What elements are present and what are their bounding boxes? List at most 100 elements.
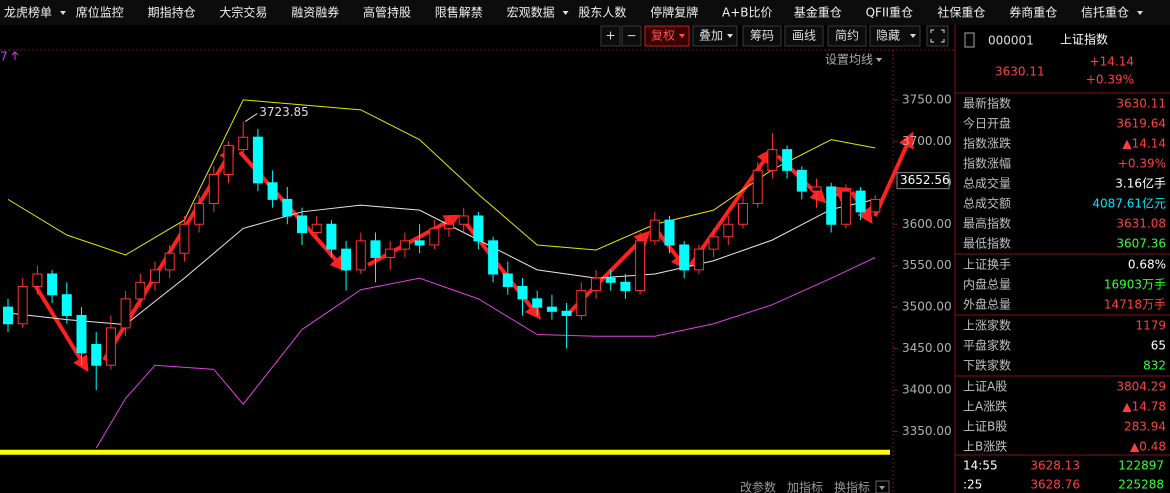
toolbar-label: 叠加	[699, 29, 723, 43]
candle-body	[61, 294, 72, 316]
candle-body	[870, 198, 881, 213]
menu-item[interactable]: A+B比价	[722, 6, 773, 20]
menu-item[interactable]: 大宗交易	[219, 5, 267, 20]
y-tick-label: 3700.00	[902, 134, 952, 148]
candle-body	[105, 327, 116, 366]
toolbar-button[interactable]	[869, 25, 921, 47]
candle-body	[3, 306, 13, 325]
row-value: 65	[1151, 339, 1166, 353]
dropdown-icon	[910, 34, 916, 38]
menu-item[interactable]: 席位监控	[76, 5, 124, 20]
trade-price: 3628.76	[1030, 478, 1080, 492]
candle-body	[576, 290, 587, 316]
bottom-button[interactable]: 加指标	[787, 480, 823, 493]
menu-item[interactable]: 基金重仓	[794, 5, 842, 20]
bottom-dropdown[interactable]	[875, 480, 890, 493]
candle-body	[664, 219, 675, 246]
candle-body	[355, 240, 366, 271]
bottom-button[interactable]: 改参数	[740, 480, 776, 493]
bottom-button[interactable]: 换指标	[834, 480, 870, 493]
candle-body	[693, 248, 704, 271]
row-value: 832	[1143, 359, 1166, 373]
marker-label: 7	[0, 50, 8, 64]
toolbar-label: 复权	[651, 29, 675, 43]
candle-body	[620, 281, 631, 292]
candle-body	[150, 269, 160, 283]
candle-body	[164, 252, 175, 271]
candle-body	[252, 136, 263, 184]
row-value: 14718万手	[1104, 298, 1166, 312]
candle-body	[546, 306, 557, 312]
menu-item[interactable]: 融资融券	[291, 5, 339, 20]
trade-price: 3628.13	[1030, 459, 1080, 473]
toolbar-button[interactable]	[644, 25, 690, 47]
toolbar-button[interactable]	[621, 25, 642, 47]
candle-body	[649, 219, 660, 242]
panel-icon	[964, 32, 975, 48]
y-tick-label: 3400.00	[902, 383, 952, 397]
dropdown-icon	[60, 11, 66, 15]
row-label: 外盘总量	[963, 297, 1011, 312]
row-value: ▲14.78	[1122, 400, 1166, 414]
menu-item[interactable]: 社保重仓	[937, 5, 985, 20]
y-tick-label: 3450.00	[902, 341, 952, 355]
menu-item[interactable]: 信托重仓	[1081, 6, 1129, 20]
candle-body	[767, 149, 778, 171]
row-label: 最低指数	[963, 236, 1011, 251]
high-label: 3723.85	[259, 105, 309, 119]
row-label: 上证换手	[963, 258, 1011, 272]
menu-item[interactable]: 龙虎榜单	[4, 5, 52, 20]
row-label: 指数涨跌	[963, 136, 1011, 151]
candle-body	[76, 314, 87, 354]
y-tick-label: 3350.00	[902, 424, 952, 438]
candle-body	[855, 190, 866, 213]
menu-item[interactable]: 股东人数	[578, 5, 626, 20]
price-box	[896, 172, 950, 190]
candle-body	[738, 203, 748, 225]
toolbar-button[interactable]	[827, 25, 867, 47]
row-label: 平盘家数	[963, 338, 1011, 353]
row-value: 3631.08	[1116, 217, 1166, 231]
dropdown-icon	[562, 11, 569, 15]
menu-item[interactable]: 限售解禁	[435, 5, 483, 20]
band-line	[95, 256, 876, 449]
toolbar-button[interactable]	[692, 25, 738, 47]
ma-setting[interactable]: 设置均线	[825, 53, 873, 67]
menu-item[interactable]: 券商重仓	[1009, 5, 1057, 20]
candle-body	[179, 223, 190, 254]
toolbar-button[interactable]	[600, 25, 621, 47]
fullscreen-button[interactable]	[926, 25, 949, 47]
row-value: +0.39%	[1118, 157, 1166, 171]
menu-item[interactable]: QFII重仓	[866, 6, 913, 20]
candle-body	[399, 240, 410, 250]
row-label: 上涨家数	[963, 318, 1011, 333]
candle-body	[591, 277, 601, 292]
toolbar-label: 隐藏	[876, 29, 900, 43]
candle-body	[840, 190, 851, 225]
candle-body	[223, 144, 234, 176]
row-label: 上A涨跌	[963, 399, 1007, 414]
candle-body	[444, 223, 454, 229]
candle-body	[311, 223, 322, 234]
toolbar-button[interactable]	[784, 25, 824, 47]
candle-body	[120, 298, 131, 329]
row-label: 最高指数	[963, 216, 1011, 231]
menu-item[interactable]: 停牌复牌	[650, 5, 698, 20]
candle-body	[473, 215, 484, 242]
candle-body	[532, 298, 543, 308]
menu-item[interactable]: 宏观数据	[507, 5, 555, 20]
trade-volume: 225288	[1118, 478, 1164, 492]
candle-body	[488, 240, 499, 275]
candle-body	[605, 277, 616, 283]
menu-item[interactable]: 高管持股	[363, 5, 411, 20]
toolbar-label: 简约	[835, 28, 859, 43]
y-tick-label: 3500.00	[902, 300, 952, 314]
candle-body	[326, 223, 337, 250]
toolbar-label: 画线	[792, 29, 816, 43]
toolbar-button[interactable]	[742, 25, 782, 47]
menu-item[interactable]: 期指持仓	[148, 5, 196, 20]
price-box-label: 3652.56	[900, 173, 950, 187]
candle-body	[811, 186, 822, 192]
